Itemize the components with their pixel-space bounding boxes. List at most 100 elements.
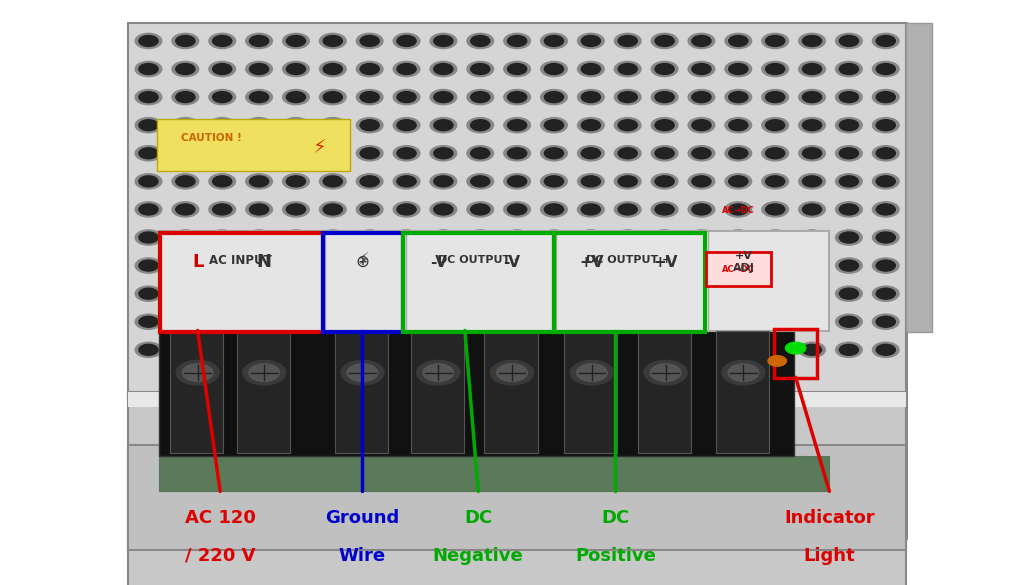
Circle shape	[319, 314, 346, 329]
Circle shape	[618, 148, 637, 159]
Circle shape	[135, 146, 162, 161]
Circle shape	[877, 260, 895, 271]
Circle shape	[393, 314, 420, 329]
Circle shape	[729, 232, 748, 243]
Circle shape	[688, 33, 715, 49]
Circle shape	[250, 148, 268, 159]
Text: DC: DC	[464, 509, 493, 527]
Circle shape	[246, 286, 272, 301]
Bar	[159, 328, 794, 456]
Circle shape	[729, 260, 748, 271]
Circle shape	[872, 202, 899, 217]
Circle shape	[508, 120, 526, 130]
Circle shape	[430, 118, 457, 133]
Circle shape	[541, 286, 567, 301]
Circle shape	[471, 148, 489, 159]
Circle shape	[393, 174, 420, 189]
Circle shape	[762, 174, 788, 189]
Circle shape	[213, 148, 231, 159]
Circle shape	[324, 204, 342, 215]
Circle shape	[836, 314, 862, 329]
Text: Negative: Negative	[433, 547, 523, 565]
Circle shape	[692, 36, 711, 46]
Circle shape	[471, 345, 489, 355]
Circle shape	[618, 260, 637, 271]
Circle shape	[729, 92, 748, 102]
Circle shape	[692, 204, 711, 215]
Circle shape	[614, 286, 641, 301]
Circle shape	[803, 148, 821, 159]
Circle shape	[877, 345, 895, 355]
Circle shape	[578, 202, 604, 217]
Circle shape	[139, 64, 158, 74]
Circle shape	[347, 364, 378, 381]
Circle shape	[467, 61, 494, 77]
Circle shape	[213, 64, 231, 74]
Circle shape	[762, 230, 788, 245]
Circle shape	[246, 33, 272, 49]
Bar	[170, 331, 223, 453]
Circle shape	[397, 64, 416, 74]
Circle shape	[729, 345, 748, 355]
Circle shape	[213, 345, 231, 355]
Circle shape	[172, 90, 199, 105]
Circle shape	[722, 360, 765, 385]
Circle shape	[360, 260, 379, 271]
Text: Light: Light	[804, 547, 855, 565]
Circle shape	[467, 146, 494, 161]
Circle shape	[762, 202, 788, 217]
Circle shape	[729, 316, 748, 327]
Circle shape	[651, 342, 678, 357]
Circle shape	[655, 345, 674, 355]
Circle shape	[209, 118, 236, 133]
Circle shape	[319, 342, 346, 357]
Circle shape	[356, 314, 383, 329]
Circle shape	[541, 230, 567, 245]
Circle shape	[766, 92, 784, 102]
Circle shape	[319, 202, 346, 217]
Circle shape	[250, 288, 268, 299]
Circle shape	[508, 260, 526, 271]
Text: L: L	[191, 253, 204, 271]
Circle shape	[799, 174, 825, 189]
Circle shape	[139, 316, 158, 327]
Circle shape	[135, 33, 162, 49]
Circle shape	[246, 258, 272, 273]
Circle shape	[360, 232, 379, 243]
Circle shape	[508, 92, 526, 102]
Circle shape	[614, 61, 641, 77]
Circle shape	[644, 360, 687, 385]
Circle shape	[434, 64, 453, 74]
Circle shape	[434, 36, 453, 46]
Circle shape	[397, 316, 416, 327]
Circle shape	[135, 174, 162, 189]
Circle shape	[578, 314, 604, 329]
Circle shape	[172, 33, 199, 49]
FancyBboxPatch shape	[706, 252, 771, 286]
Circle shape	[434, 288, 453, 299]
Circle shape	[655, 36, 674, 46]
Circle shape	[434, 232, 453, 243]
Circle shape	[803, 345, 821, 355]
Circle shape	[582, 316, 600, 327]
Circle shape	[471, 316, 489, 327]
Circle shape	[545, 64, 563, 74]
Circle shape	[688, 118, 715, 133]
Circle shape	[135, 90, 162, 105]
Circle shape	[578, 286, 604, 301]
Circle shape	[209, 202, 236, 217]
Circle shape	[508, 176, 526, 187]
Circle shape	[803, 232, 821, 243]
Text: +V: +V	[653, 254, 678, 270]
Circle shape	[246, 90, 272, 105]
Text: CAUTION !: CAUTION !	[181, 133, 242, 143]
Circle shape	[725, 230, 752, 245]
Circle shape	[766, 204, 784, 215]
Circle shape	[729, 204, 748, 215]
Circle shape	[467, 286, 494, 301]
Circle shape	[803, 260, 821, 271]
Circle shape	[393, 286, 420, 301]
Circle shape	[618, 232, 637, 243]
Circle shape	[397, 36, 416, 46]
Circle shape	[213, 92, 231, 102]
